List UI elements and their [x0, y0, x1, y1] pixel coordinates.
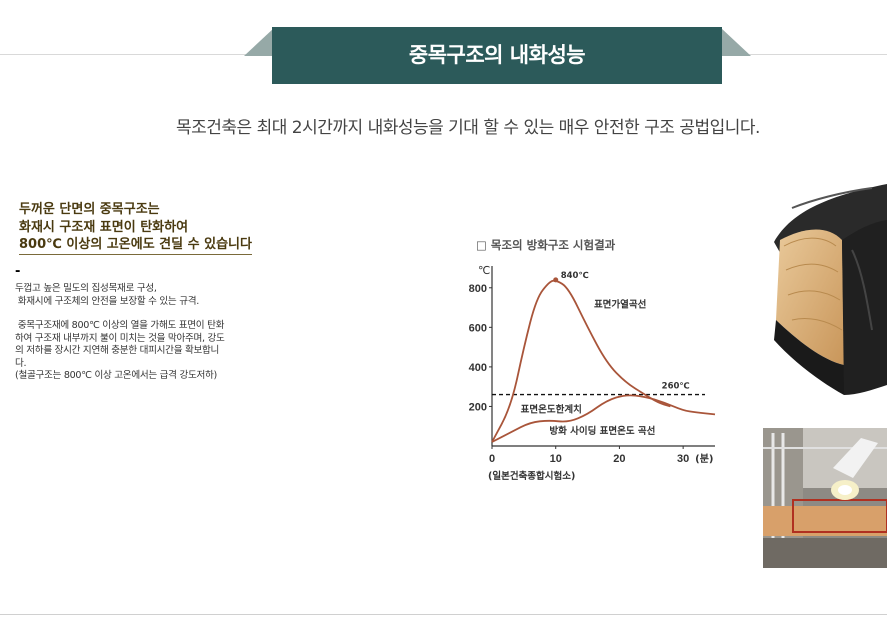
separator-dash: -: [15, 264, 21, 279]
chart-source: (일본건축종합시험소): [488, 470, 575, 482]
x-tick-label: 20: [613, 453, 625, 465]
charred-timber-photo: [774, 184, 887, 395]
y-tick-label: 400: [469, 362, 487, 374]
fire-test-chart: 200 400 600 800 0 10 20 30 ℃ (분) 840℃ 표면가열곡선 260℃ 표면…: [469, 264, 716, 482]
body-line: 화재시에 구조체의 안전을 보장할 수 있는 규격.: [15, 295, 200, 307]
banner-left-wing: [244, 28, 274, 56]
y-tick-label: 200: [469, 401, 487, 413]
bottom-divider: [0, 614, 887, 615]
y-tick-label: 600: [469, 322, 487, 334]
body-line: 의 저하를 장시간 지연해 충분한 대피시간을 확보합니: [15, 345, 220, 356]
peak-marker: [553, 277, 559, 283]
chart-axes: [491, 266, 715, 447]
paragraph-gap: [15, 308, 315, 320]
highlight-line-1: 두꺼운 단면의 중목구조는: [19, 202, 160, 217]
threshold-value-label: 260℃: [662, 382, 690, 392]
highlight-line-3: 800℃ 이상의 고온에도 견딜 수 있습니다: [19, 236, 252, 255]
banner-right-wing: [721, 28, 751, 56]
body-line: 다.: [15, 357, 27, 369]
series-label-siding: 방화 사이딩 표면온도 곡선: [549, 425, 655, 437]
body-line: 중목구조재에 800℃ 이상의 열을 가해도 표면이 탄화: [15, 320, 225, 331]
body-description: 두껍고 높은 밀도의 집성목재로 구성, 화재시에 구조체의 안전을 보장할 수…: [15, 283, 315, 383]
body-line: (철골구조는 800℃ 이상 고온에서는 급격 강도저하): [15, 370, 217, 381]
series-line-2: [491, 394, 716, 443]
fire-test-photo: [763, 428, 887, 568]
y-axis-unit: ℃: [478, 264, 490, 277]
section-subtitle: 목조건축은 최대 2시간까지 내화성능을 기대 할 수 있는 매우 안전한 구조…: [176, 118, 760, 138]
highlight-line-2: 화재시 구조재 표면이 탄화하여: [19, 219, 189, 235]
series-line-1: [491, 279, 671, 443]
peak-label: 840℃: [561, 271, 589, 281]
chart-ticks: 200 400 600 800 0 10 20 30: [469, 283, 690, 465]
body-line: 하여 구조재 내부까지 불이 미치는 것을 막아주며, 강도: [15, 332, 225, 344]
x-axis-unit: (분): [695, 453, 713, 465]
chart-series: [491, 279, 716, 443]
highlight-text: 두꺼운 단면의 중목구조는 화재시 구조재 표면이 탄화하여 800℃ 이상의 …: [19, 201, 319, 255]
section-title-banner: 중목구조의 내화성능: [272, 27, 722, 84]
x-tick-label: 0: [489, 453, 495, 465]
x-tick-label: 30: [677, 453, 689, 465]
chart-title: □ 목조의 방화구조 시험결과: [476, 238, 616, 252]
x-tick-label: 10: [550, 453, 562, 465]
series-label-heating: 표면가열곡선: [594, 299, 646, 311]
y-tick-label: 800: [469, 283, 487, 295]
body-line: 두껍고 높은 밀도의 집성목재로 구성,: [15, 283, 157, 294]
threshold-label: 표면온도한계치: [521, 404, 582, 416]
